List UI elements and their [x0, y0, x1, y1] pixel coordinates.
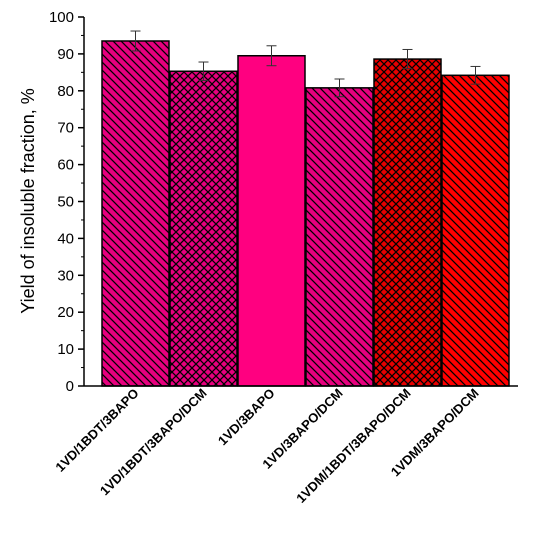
y-tick-label: 90 — [57, 46, 74, 63]
error-bar-3 — [266, 45, 277, 67]
y-tick-label: 20 — [57, 304, 74, 321]
error-bar-6 — [470, 65, 481, 85]
error-bar-5 — [402, 48, 413, 70]
bar-6 — [441, 74, 510, 387]
y-tick-label: 100 — [49, 9, 74, 26]
bars-layer — [101, 40, 510, 387]
x-category-label: 1VDM/1BDT/3BAPO/DCM — [293, 386, 413, 506]
error-bar-2 — [198, 61, 209, 81]
y-tick-label: 50 — [57, 194, 74, 211]
y-tick-label: 10 — [57, 341, 74, 358]
y-tick-label: 60 — [57, 157, 74, 174]
bar-4 — [305, 87, 374, 387]
bar-3 — [237, 54, 306, 387]
bar-2 — [169, 70, 238, 387]
y-tick-label: 30 — [57, 267, 74, 284]
y-axis-title: Yield of insoluble fraction, % — [18, 88, 38, 313]
y-tick-label: 80 — [57, 83, 74, 100]
error-bar-4 — [334, 78, 345, 98]
y-ticks: 0 10 20 30 40 50 60 70 80 90 100 — [49, 9, 84, 395]
bar-1 — [101, 40, 170, 387]
y-tick-label: 70 — [57, 120, 74, 137]
y-tick-label: 0 — [66, 378, 74, 395]
bar-5 — [373, 58, 442, 387]
x-category-label: 1VD/3BAPO — [215, 386, 278, 449]
error-bars-layer — [130, 30, 481, 98]
error-bar-1 — [130, 30, 141, 52]
y-tick-label: 40 — [57, 230, 74, 247]
